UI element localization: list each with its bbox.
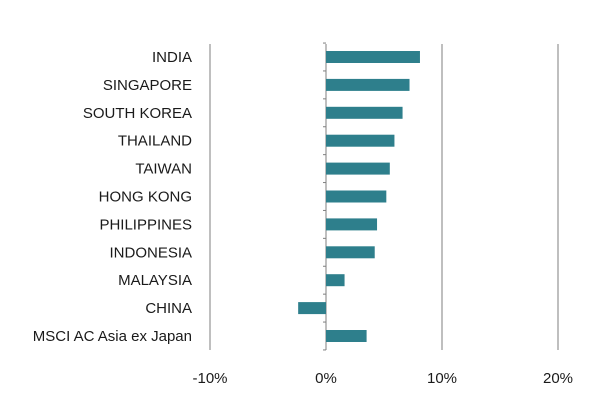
bars-layer	[298, 51, 420, 342]
bar	[326, 274, 345, 287]
category-labels: INDIA SINGAPORE SOUTH KOREA THAILAND TAIWAN H…	[33, 49, 192, 345]
bar	[326, 78, 410, 91]
bar	[326, 162, 390, 175]
bar	[326, 330, 367, 342]
x-tick-label: 10%	[427, 370, 457, 387]
grid-layer	[209, 42, 559, 351]
category-label: SOUTH KOREA	[83, 105, 192, 122]
x-tick-label: -10%	[192, 370, 227, 387]
category-label: INDIA	[152, 49, 192, 66]
x-axis-tick-labels: -10% 0% 10% 20%	[192, 370, 573, 387]
x-tick-label: 20%	[543, 370, 573, 387]
category-label: SINGAPORE	[103, 77, 192, 94]
bar	[326, 106, 403, 119]
category-label: MSCI AC Asia ex Japan	[33, 328, 192, 345]
category-label: CHINA	[145, 300, 192, 317]
bar	[326, 51, 420, 63]
category-label: TAIWAN	[135, 161, 192, 178]
bar	[326, 134, 395, 147]
bar	[326, 190, 387, 203]
bar	[326, 246, 375, 259]
category-label: HONG KONG	[99, 189, 192, 206]
category-label: MALAYSIA	[118, 272, 192, 289]
category-label: PHILIPPINES	[99, 216, 192, 233]
bar	[298, 302, 326, 315]
category-label: INDONESIA	[109, 244, 192, 261]
x-tick-label: 0%	[315, 370, 337, 387]
category-label: THAILAND	[118, 133, 192, 150]
bar	[326, 218, 378, 231]
